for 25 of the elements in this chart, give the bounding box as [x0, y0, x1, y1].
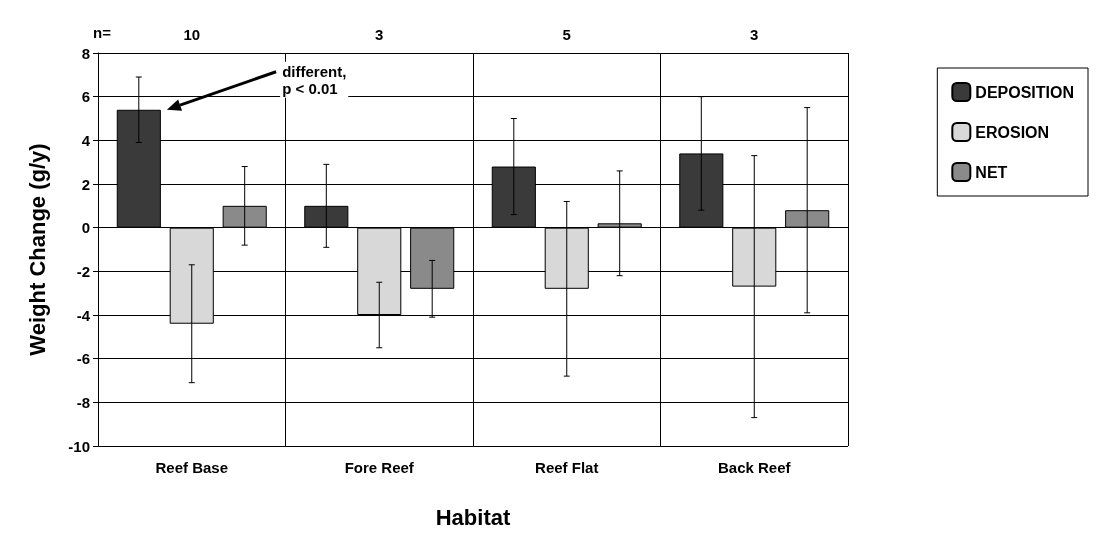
text: 3: [750, 26, 759, 43]
annotation: different, p < 0.01: [282, 62, 347, 97]
text: 10: [183, 26, 201, 43]
y-axis-title: Weight Change (g/y): [24, 143, 50, 356]
x-tick-label: Fore Reef: [344, 459, 415, 476]
legend-label: NET: [975, 163, 1008, 181]
x-tick-label: Back Reef: [717, 459, 792, 476]
y-tick-label: -4: [76, 306, 91, 324]
y-tick-label: 2: [81, 175, 90, 193]
y-tick-label: -8: [76, 393, 90, 411]
y-tick-label: -2: [76, 262, 90, 280]
legend-label: DEPOSITION: [975, 83, 1075, 101]
x-tick-label: Reef Flat: [535, 459, 599, 476]
text: 5: [562, 26, 571, 43]
x-tick-label: Reef Base: [155, 459, 229, 476]
y-tick-label: 4: [81, 131, 91, 149]
y-tick-label: 8: [81, 44, 90, 62]
y-tick-label: 0: [81, 219, 90, 237]
text: 3: [375, 26, 384, 43]
text: n=: [93, 24, 112, 41]
legend-label: EROSION: [975, 123, 1050, 141]
y-tick-label: -6: [76, 350, 90, 368]
y-tick-label: -10: [68, 437, 90, 455]
y-tick-label: 6: [81, 88, 90, 106]
x-axis-title: Habitat: [435, 504, 511, 530]
